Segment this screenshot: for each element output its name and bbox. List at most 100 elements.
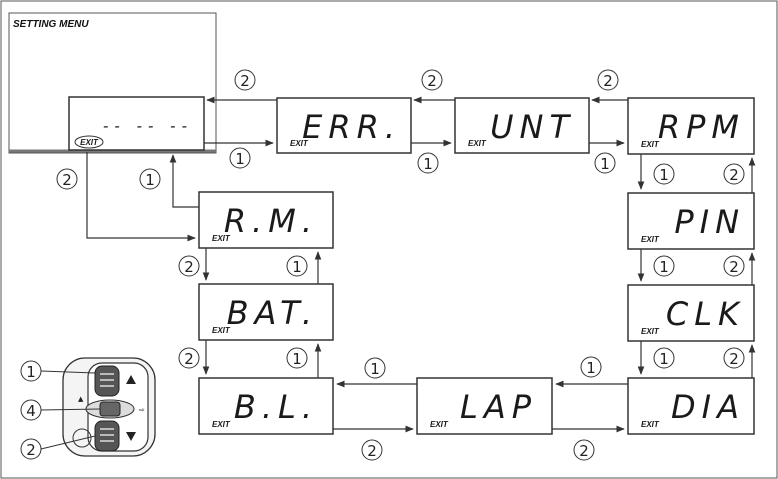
main-exit-label: EXIT: [80, 138, 99, 147]
down-arrow-icon: [126, 432, 136, 441]
svg-text:▲: ▲: [78, 395, 84, 403]
marker-2-control: 2: [20, 438, 42, 460]
screen-rpm: EXIT RPM: [627, 97, 755, 155]
svg-text:1: 1: [659, 166, 669, 184]
svg-text:1: 1: [292, 350, 302, 368]
screen-lap-text: LAP: [460, 388, 537, 426]
screen-dia-exit: EXIT: [641, 420, 660, 429]
screen-bat: EXIT BAT.: [198, 283, 334, 341]
marker-2-rm-bat: 2: [178, 255, 200, 277]
svg-text:2: 2: [240, 72, 250, 90]
svg-text:2: 2: [729, 166, 739, 184]
leader-4: [40, 408, 101, 411]
screen-pin: EXIT PIN: [627, 192, 755, 250]
step-markers: 2 2 2 1 1 1 2 1 1 2 1 2 1 2 1 2 1 2 2 1 …: [56, 69, 745, 461]
svg-text:1: 1: [292, 258, 302, 276]
leader-1: [40, 370, 96, 374]
screen-clk-text: CLK: [666, 295, 745, 333]
screen-err-text: ERR.: [302, 108, 401, 146]
marker-4-control: 4: [20, 399, 42, 421]
screen-bl-text: B.L.: [234, 388, 318, 426]
marker-1-pin-clk: 1: [653, 255, 675, 277]
svg-text:4: 4: [26, 402, 36, 420]
arrow-rm-to-main: [169, 154, 199, 208]
side-knob: [72, 428, 92, 448]
marker-2-pin-rpm: 2: [723, 163, 745, 185]
main-exit-oval: [74, 135, 104, 149]
marker-2-top-left: 2: [234, 69, 256, 91]
svg-text:2: 2: [62, 171, 72, 189]
screen-lap: EXIT LAP: [416, 377, 553, 435]
handlebar-control-illustration: ▲ ⇨ 1 4 2: [20, 357, 156, 460]
svg-text:1: 1: [26, 363, 36, 381]
svg-text:2: 2: [184, 258, 194, 276]
svg-text:2: 2: [26, 441, 36, 459]
svg-text:1: 1: [600, 155, 610, 173]
button-down: [94, 420, 120, 452]
svg-text:1: 1: [659, 258, 669, 276]
marker-2-bat-bl: 2: [178, 347, 200, 369]
screen-clk: EXIT CLK: [627, 284, 755, 342]
leader-2: [40, 435, 96, 450]
screen-err: EXIT ERR.: [276, 97, 412, 154]
screen-clk-exit: EXIT: [641, 327, 660, 336]
svg-text:2: 2: [367, 442, 377, 460]
marker-1-err-unt: 1: [417, 152, 439, 174]
screen-bl: EXIT B.L.: [198, 377, 334, 435]
marker-1-dia-lap: 1: [580, 356, 602, 378]
svg-text:2: 2: [729, 350, 739, 368]
svg-text:1: 1: [235, 150, 245, 168]
marker-2-top-mid: 2: [421, 69, 443, 91]
marker-2-main-left: 2: [56, 168, 78, 190]
screen-rpm-exit: EXIT: [641, 140, 660, 149]
marker-2-top-right: 2: [597, 69, 619, 91]
arrow-main-to-rm: [86, 152, 196, 242]
marker-2-clk-pin: 2: [723, 255, 745, 277]
marker-1-main-rm: 1: [139, 168, 161, 190]
screen-bat-exit: EXIT: [212, 326, 231, 335]
screen-rpm-text: RPM: [658, 108, 745, 146]
svg-text:2: 2: [579, 442, 589, 460]
svg-text:1: 1: [145, 171, 155, 189]
screen-bl-exit: EXIT: [212, 420, 231, 429]
button-up: [94, 365, 120, 397]
marker-2-lap-dia: 2: [573, 439, 595, 461]
svg-text:2: 2: [184, 350, 194, 368]
marker-2-dia-clk: 2: [723, 347, 745, 369]
svg-text:2: 2: [729, 258, 739, 276]
marker-1-lap-bl: 1: [364, 357, 386, 379]
svg-text:2: 2: [603, 72, 613, 90]
marker-1-rpm-pin: 1: [653, 163, 675, 185]
svg-text:1: 1: [423, 155, 433, 173]
screen-dia: EXIT DIA: [627, 377, 755, 435]
screen-unt: EXIT UNT: [454, 97, 590, 154]
screen-rm-text: R.M.: [224, 202, 318, 240]
screen-unt-text: UNT: [490, 108, 575, 146]
marker-1-unt-rpm: 1: [594, 152, 616, 174]
marker-1-bl-bat: 1: [286, 347, 308, 369]
marker-1-main-err: 1: [229, 147, 251, 169]
screen-err-exit: EXIT: [290, 139, 309, 148]
svg-text:1: 1: [659, 350, 669, 368]
screen-bat-text: BAT.: [227, 294, 318, 332]
marker-1-control: 1: [20, 360, 42, 382]
main-display: [68, 96, 205, 151]
marker-1-clk-dia: 1: [653, 347, 675, 369]
screen-unt-exit: EXIT: [468, 139, 487, 148]
menu-title: SETTING MENU: [13, 19, 89, 30]
screen-pin-text: PIN: [674, 203, 745, 241]
screen-lap-exit: EXIT: [430, 420, 449, 429]
svg-text:1: 1: [370, 360, 380, 378]
svg-text:1: 1: [586, 359, 596, 377]
marker-1-bat-rm: 1: [286, 255, 308, 277]
marker-2-bl-lap: 2: [361, 439, 383, 461]
screen-rm: EXIT R.M.: [198, 191, 334, 249]
screen-dia-text: DIA: [671, 388, 745, 426]
svg-text:2: 2: [427, 72, 437, 90]
up-arrow-icon: [126, 375, 136, 384]
svg-text:⇨: ⇨: [139, 406, 145, 414]
screen-pin-exit: EXIT: [641, 235, 660, 244]
flow-arrows: [86, 96, 756, 433]
